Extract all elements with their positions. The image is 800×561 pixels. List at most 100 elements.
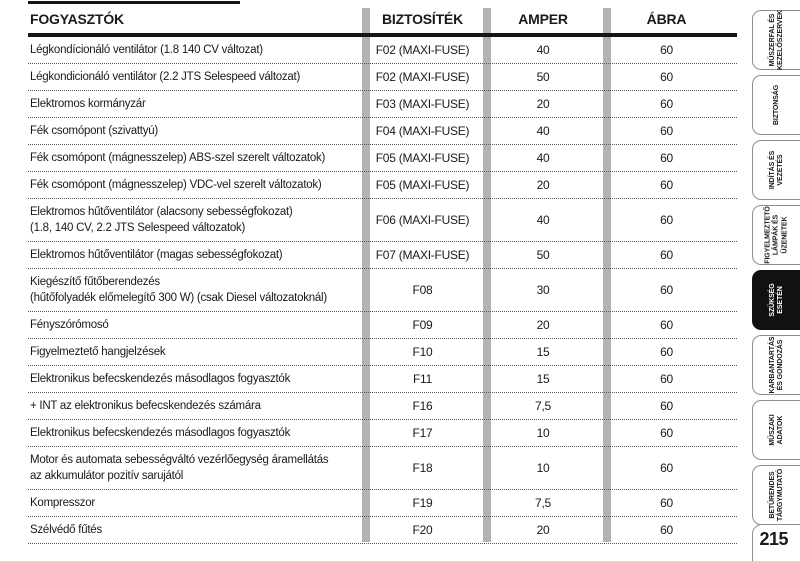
sidebar-tab-beturendes[interactable]: BETŰRENDES TÁRGYMUTATÓ [752,465,800,525]
amper-cell: 20 [536,178,550,192]
amper-cell: 40 [536,213,550,227]
sidebar: MŰSZERFAL ÉS KEZELŐSZERVEK BIZTONSÁG IND… [752,10,800,525]
table-header-row: FOGYASZTÓK BIZTOSÍTÉK AMPER ÁBRA [28,4,737,37]
amper-cell: 40 [536,151,550,165]
consumer-cell: Kiegészítő fűtőberendezés (hűtőfolyadék … [30,276,327,304]
table-row: Motor és automata sebességváltó vezérlőe… [28,447,737,490]
fuse-cell: F10 [412,345,433,359]
consumer-cell: Elektronikus befecskendezés másodlagos f… [30,427,291,439]
sidebar-tab-inditas[interactable]: INDÍTÁS ÉS VEZETÉS [752,140,800,200]
amper-cell: 20 [536,97,550,111]
abra-cell: 60 [660,248,673,262]
table-row: Figyelmeztető hangjelzések F10 15 60 [28,339,737,366]
fuse-cell: F02 (MAXI-FUSE) [375,70,470,84]
consumer-cell: Fék csomópont (szivattyú) [30,125,158,137]
sidebar-tab-karbantartas[interactable]: KARBANTARTÁS ÉS GONDOZÁS [752,335,800,395]
table-row: Elektronikus befecskendezés másodlagos f… [28,366,737,393]
table-row: Elektromos hűtőventilátor (magas sebessé… [28,242,737,269]
fuse-cell: F09 [412,318,433,332]
fuse-cell: F11 [412,372,433,386]
table-row: Elektromos hűtőventilátor (alacsony sebe… [28,199,737,242]
sidebar-tab-muszaki[interactable]: MŰSZAKI ADATOK [752,400,800,460]
fuse-cell: F07 (MAXI-FUSE) [375,248,470,262]
amper-cell: 7,5 [535,399,551,413]
consumer-cell: Légkondicionáló ventilátor (2.2 JTS Sele… [30,71,301,83]
amper-cell: 10 [536,426,550,440]
table-row: Elektronikus befecskendezés másodlagos f… [28,420,737,447]
sidebar-tab-label: INDÍTÁS ÉS VEZETÉS [768,150,784,190]
amper-cell: 20 [536,523,550,537]
fuse-cell: F08 [412,283,433,297]
fuse-cell: F05 (MAXI-FUSE) [375,151,470,165]
amper-cell: 15 [536,345,550,359]
consumer-cell: Fényszórómosó [30,319,109,331]
fuse-cell: F06 (MAXI-FUSE) [375,213,470,227]
header-consumers: FOGYASZTÓK [30,10,124,27]
fuse-cell: F17 [412,426,433,440]
fuse-cell: F20 [412,523,433,537]
table-row: Fék csomópont (mágnesszelep) VDC-vel sze… [28,172,737,199]
sidebar-tab-biztonsag[interactable]: BIZTONSÁG [752,75,800,135]
amper-cell: 15 [536,372,550,386]
fuse-cell: F02 (MAXI-FUSE) [375,43,470,57]
abra-cell: 60 [660,283,673,297]
header-amper: AMPER [518,10,568,27]
consumer-cell: + INT az elektronikus befecskendezés szá… [30,400,261,412]
sidebar-tab-label: MŰSZAKI ADATOK [768,414,784,446]
fuse-cell: F05 (MAXI-FUSE) [375,178,470,192]
sidebar-tab-label: FIGYELMEZTETŐ LÁMPÁK ÉS ÜZENETEK [764,206,788,264]
fuse-cell: F16 [412,399,433,413]
consumer-cell: Fék csomópont (mágnesszelep) VDC-vel sze… [30,179,322,191]
abra-cell: 60 [660,178,673,192]
abra-cell: 60 [660,43,673,57]
consumer-cell: Elektromos kormányzár [30,98,146,110]
abra-cell: 60 [660,523,673,537]
table-row: Légkondícionáló ventilátor (1.8 140 CV v… [28,37,737,64]
fuse-cell: F19 [412,496,433,510]
table-row: Kiegészítő fűtőberendezés (hűtőfolyadék … [28,269,737,312]
fuse-table: FOGYASZTÓK BIZTOSÍTÉK AMPER ÁBRA Légkond… [28,4,737,544]
table-row: Elektromos kormányzár F03 (MAXI-FUSE) 20… [28,91,737,118]
abra-cell: 60 [660,496,673,510]
abra-cell: 60 [660,345,673,359]
fuse-cell: F18 [412,461,433,475]
consumer-cell: Elektromos hűtőventilátor (magas sebessé… [30,249,283,261]
abra-cell: 60 [660,318,673,332]
abra-cell: 60 [660,213,673,227]
column-divider [603,8,611,542]
sidebar-tab-muszerfal[interactable]: MŰSZERFAL ÉS KEZELŐSZERVEK [752,10,800,70]
sidebar-tab-label: MŰSZERFAL ÉS KEZELŐSZERVEK [768,9,784,71]
table-row: Kompresszor F19 7,5 60 [28,490,737,517]
table-row: Légkondicionáló ventilátor (2.2 JTS Sele… [28,64,737,91]
sidebar-tab-szukseg[interactable]: SZÜKSÉG ESETÉN [752,270,800,330]
fuse-cell: F04 (MAXI-FUSE) [375,124,470,138]
consumer-cell: Kompresszor [30,497,95,509]
abra-cell: 60 [660,124,673,138]
table-row: Fényszórómosó F09 20 60 [28,312,737,339]
header-fuse: BIZTOSÍTÉK [382,10,463,27]
table-row: Fék csomópont (szivattyú) F04 (MAXI-FUSE… [28,118,737,145]
sidebar-tab-label: BIZTONSÁG [772,84,780,126]
consumer-cell: Motor és automata sebességváltó vezérlőe… [30,454,329,482]
abra-cell: 60 [660,461,673,475]
sidebar-tab-figyelmezteto[interactable]: FIGYELMEZTETŐ LÁMPÁK ÉS ÜZENETEK [752,205,800,265]
abra-cell: 60 [660,426,673,440]
table-row: + INT az elektronikus befecskendezés szá… [28,393,737,420]
header-abra: ÁBRA [646,10,687,27]
table-row: Szélvédő fűtés F20 20 60 [28,517,737,544]
abra-cell: 60 [660,70,673,84]
column-divider [362,8,370,542]
amper-cell: 20 [536,318,550,332]
consumer-cell: Figyelmeztető hangjelzések [30,346,166,358]
amper-cell: 40 [536,43,550,57]
amper-cell: 10 [536,461,550,475]
consumer-cell: Szélvédő fűtés [30,524,102,536]
page-number: 215 [759,529,788,549]
abra-cell: 60 [660,372,673,386]
sidebar-tab-label: SZÜKSÉG ESETÉN [768,283,784,317]
consumer-cell: Elektromos hűtőventilátor (alacsony sebe… [30,206,293,234]
amper-cell: 7,5 [535,496,551,510]
column-divider [483,8,491,542]
consumer-cell: Fék csomópont (mágnesszelep) ABS-szel sz… [30,152,326,164]
